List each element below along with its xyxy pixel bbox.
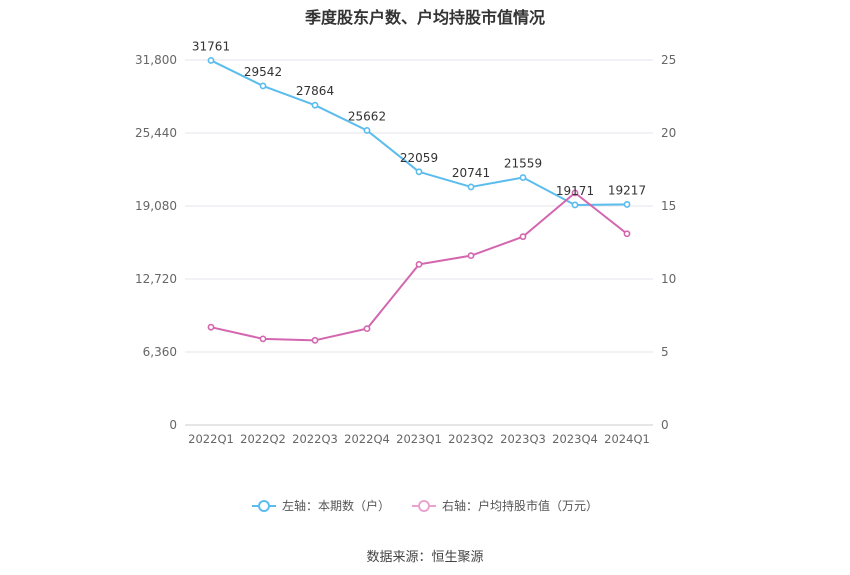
- data-label: 19171: [556, 184, 594, 198]
- legend-item-right-series[interactable]: 右轴：户均持股市值（万元）: [412, 497, 598, 514]
- data-labels: 31761 29542 27864 25662 22059 20741 21559 19171…: [192, 39, 646, 198]
- legend-swatch-right: [412, 499, 436, 513]
- data-point-households: [259, 82, 267, 90]
- x-tick-label: 2023Q2: [448, 432, 494, 446]
- data-point-households: [415, 168, 423, 176]
- x-tick-label: 2023Q3: [500, 432, 546, 446]
- data-point-households: [467, 183, 475, 191]
- x-axis-ticks: 2022Q1 2022Q2 2022Q3 2022Q4 2023Q1 2023Q2 2023…: [188, 432, 650, 446]
- data-point-avg-value: [467, 252, 475, 260]
- right-tick-label: 5: [661, 345, 669, 359]
- data-label: 27864: [296, 84, 334, 98]
- right-tick-label: 10: [661, 272, 676, 286]
- legend-label-left: 左轴：本期数（户）: [281, 499, 390, 513]
- left-tick-label: 31,800: [135, 53, 177, 67]
- legend-item-left-series[interactable]: 左轴：本期数（户）: [251, 497, 390, 514]
- series-lines: [207, 57, 631, 344]
- left-tick-label: 0: [169, 418, 177, 432]
- data-point-avg-value: [259, 335, 267, 343]
- left-tick-label: 25,440: [135, 126, 177, 140]
- data-label: 29542: [244, 65, 282, 79]
- right-tick-label: 20: [661, 126, 676, 140]
- x-tick-label: 2022Q3: [292, 432, 338, 446]
- right-tick-label: 0: [661, 418, 669, 432]
- chart-title: 季度股东户数、户均持股市值情况: [304, 8, 545, 27]
- right-tick-label: 25: [661, 53, 676, 67]
- data-point-avg-value: [519, 233, 527, 241]
- left-tick-label: 19,080: [135, 199, 177, 213]
- data-label: 25662: [348, 109, 386, 123]
- data-label: 20741: [452, 166, 490, 180]
- data-point-avg-value: [415, 260, 423, 268]
- x-tick-label: 2022Q2: [240, 432, 286, 446]
- right-axis-ticks: 0 5 10 15 20 25: [661, 53, 676, 432]
- data-label: 21559: [504, 157, 542, 171]
- left-tick-label: 6,360: [143, 345, 177, 359]
- data-point-households: [571, 201, 579, 209]
- data-point-households: [519, 174, 527, 181]
- data-point-avg-value: [571, 189, 579, 197]
- grid-lines: [185, 59, 653, 426]
- right-tick-label: 15: [661, 199, 676, 213]
- data-label: 19217: [608, 183, 646, 197]
- data-point-avg-value: [623, 230, 631, 238]
- data-point-households: [207, 57, 215, 64]
- data-point-households: [363, 127, 371, 134]
- x-tick-label: 2022Q4: [344, 432, 390, 446]
- x-tick-label: 2023Q4: [552, 432, 598, 446]
- x-tick-label: 2023Q1: [396, 432, 442, 446]
- x-tick-label: 2022Q1: [188, 432, 234, 446]
- data-source-note: 数据来源：恒生聚源: [366, 550, 484, 565]
- data-label: 22059: [400, 151, 438, 165]
- data-point-avg-value: [207, 323, 215, 331]
- legend-label-right: 右轴：户均持股市值（万元）: [442, 499, 599, 513]
- data-point-households: [623, 201, 631, 208]
- legend: 左轴：本期数（户） 右轴：户均持股市值（万元）: [0, 497, 850, 514]
- x-tick-label: 2024Q1: [604, 432, 650, 446]
- data-point-avg-value: [311, 336, 319, 344]
- legend-swatch-left: [251, 499, 276, 513]
- data-label: 31761: [192, 39, 230, 53]
- left-tick-label: 12,720: [135, 272, 177, 286]
- data-point-avg-value: [363, 325, 371, 333]
- left-axis-ticks: 0 6,360 12,720 19,080 25,440 31,800: [135, 53, 177, 432]
- data-point-households: [311, 101, 319, 109]
